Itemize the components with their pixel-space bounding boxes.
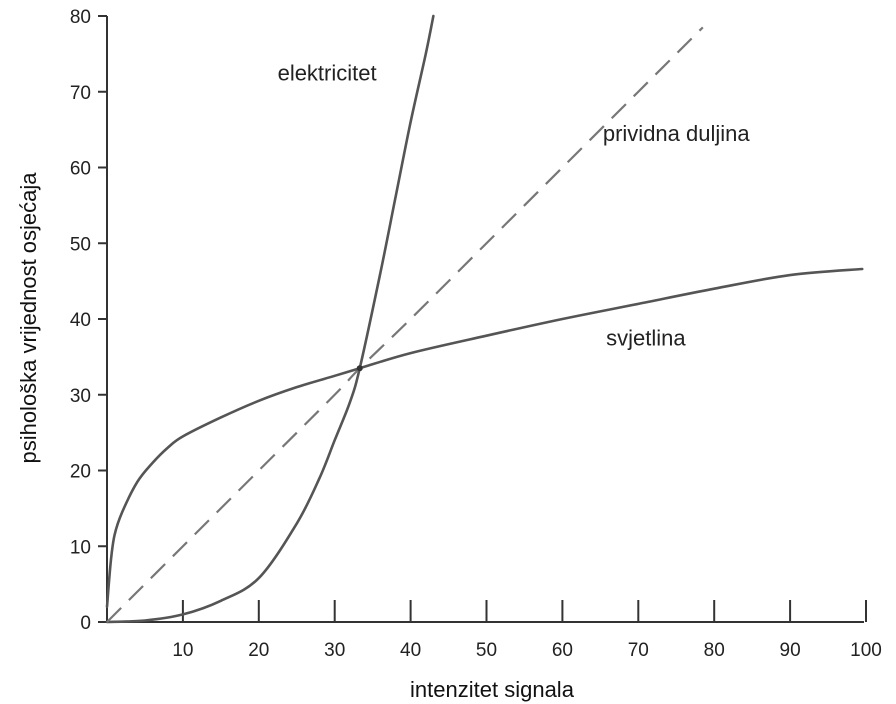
series-line-svjetlina [105, 267, 864, 609]
x-tick-label: 90 [780, 640, 801, 661]
y-tick-label: 0 [80, 613, 91, 634]
y-tick-label: 70 [70, 83, 91, 104]
x-axis-title: intenzitet signala [410, 677, 575, 702]
annotation-elektricitet: elektricitet [278, 60, 377, 85]
annotation-prividna-duljina: prividna duljina [603, 121, 751, 146]
x-tick-label: 50 [476, 640, 497, 661]
x-tick-label: 20 [248, 640, 269, 661]
y-tick-label: 30 [70, 386, 91, 407]
series-line-prividna-duljina [106, 26, 704, 623]
axes [98, 15, 867, 623]
x-tick-label: 30 [324, 640, 345, 661]
y-tick-label: 80 [70, 7, 91, 28]
annotation-svjetlina: svjetlina [606, 326, 686, 351]
x-tick-label: 10 [172, 640, 193, 661]
series-line-elektricitet [105, 14, 435, 624]
y-axis-title: psihološka vrijednost osjećaja [16, 172, 41, 464]
x-tick-label: 40 [400, 640, 421, 661]
x-tick-label: 80 [704, 640, 725, 661]
labels-layer: 0 10 20 30 40 50 60 70 80 10 20 30 40 50 60 70 80 90 100 in… [16, 7, 882, 702]
y-tick-label: 50 [70, 234, 91, 255]
x-tick-label: 70 [628, 640, 649, 661]
intersection-point [356, 365, 363, 372]
x-tick-label: 60 [552, 640, 573, 661]
x-tick-label: 100 [850, 640, 882, 661]
y-tick-label: 10 [70, 537, 91, 558]
y-tick-label: 60 [70, 159, 91, 180]
series-layer [105, 14, 864, 624]
y-tick-label: 40 [70, 310, 91, 331]
y-tick-label: 20 [70, 462, 91, 483]
